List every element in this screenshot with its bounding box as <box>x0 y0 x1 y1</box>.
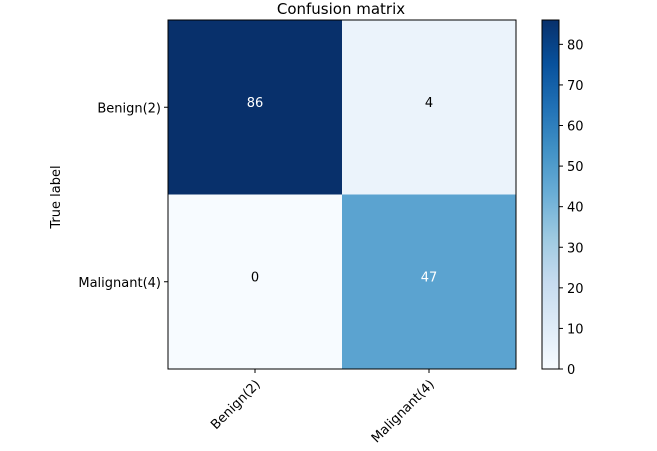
cell-value-labels: 86 4 0 47 <box>247 96 438 286</box>
x-tick-label: Malignant(4) <box>369 377 438 446</box>
heatmap-cell <box>342 20 516 195</box>
colorbar-tick-label: 20 <box>567 282 584 297</box>
colorbar-tick-label: 80 <box>567 38 584 53</box>
cell-value-label: 0 <box>251 270 259 285</box>
chart-title: Confusion matrix <box>277 0 405 18</box>
colorbar-tick-label: 60 <box>567 120 584 135</box>
heatmap-cell <box>342 194 516 369</box>
plot-frame <box>167 19 517 370</box>
colorbar-tick-label: 0 <box>567 363 575 378</box>
x-tick-label: Benign(2) <box>208 377 264 433</box>
heatmap-cell <box>168 194 342 369</box>
colorbar-tick-label: 30 <box>567 241 584 256</box>
colorbar-tick-label: 10 <box>567 322 584 337</box>
heatmap-cells <box>168 20 516 369</box>
colorbar-ticks: 0 10 20 30 40 50 60 70 80 <box>559 38 584 378</box>
y-tick-label: Malignant(4) <box>78 276 161 291</box>
y-axis-label: True label <box>49 165 64 229</box>
y-tick-label: Benign(2) <box>97 101 161 116</box>
cell-value-label: 86 <box>247 96 264 111</box>
colorbar-tick-label: 70 <box>567 79 584 94</box>
colorbar-tick-label: 50 <box>567 160 584 175</box>
x-tick-labels: Benign(2) Malignant(4) <box>208 369 438 446</box>
heatmap-cell <box>168 20 342 195</box>
cell-value-label: 4 <box>425 96 433 111</box>
cell-value-label: 47 <box>421 270 438 285</box>
colorbar-tick-label: 40 <box>567 201 584 216</box>
colorbar <box>541 19 560 370</box>
y-tick-labels: Benign(2) Malignant(4) <box>78 101 168 291</box>
